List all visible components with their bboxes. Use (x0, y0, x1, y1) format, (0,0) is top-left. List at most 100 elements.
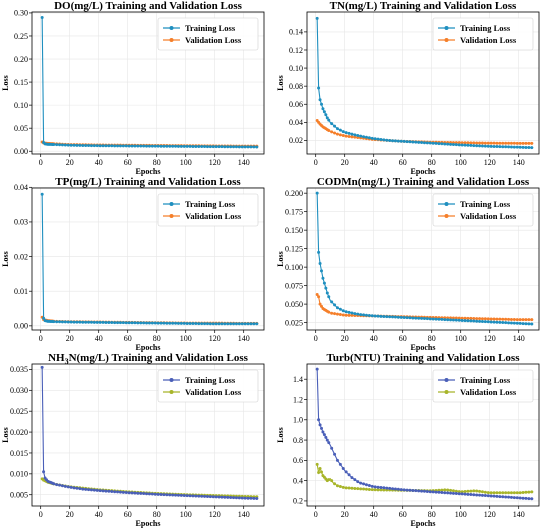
data-point (347, 486, 351, 490)
data-point (232, 322, 236, 326)
data-point (437, 490, 441, 494)
series-validation-loss (315, 462, 534, 495)
data-point (483, 144, 487, 148)
data-point (463, 319, 467, 323)
data-point (501, 141, 505, 145)
data-point (498, 491, 502, 495)
data-point (353, 135, 357, 139)
data-point (92, 488, 96, 492)
x-tick-label: 20 (341, 334, 349, 343)
data-point (341, 485, 345, 489)
y-tick-label: 0.015 (10, 449, 28, 458)
data-point (159, 492, 163, 496)
data-point (133, 144, 137, 148)
data-point (338, 485, 342, 489)
y-tick-label: 0.005 (10, 491, 28, 500)
data-point (243, 145, 247, 149)
data-point (217, 145, 221, 149)
data-point (434, 490, 438, 494)
y-tick-label: 0.4 (293, 476, 303, 485)
y-tick-label: 0.01 (14, 287, 28, 296)
data-point (515, 321, 519, 325)
data-point (388, 315, 392, 319)
data-point (124, 491, 128, 495)
data-point (425, 490, 429, 493)
data-point (72, 143, 76, 147)
legend-entry: Validation Loss (460, 211, 517, 221)
data-point (373, 314, 377, 318)
y-tick-label: 0.30 (14, 9, 28, 18)
data-point (98, 320, 102, 324)
data-point (495, 141, 499, 145)
data-point (370, 488, 374, 492)
data-point (437, 142, 441, 146)
data-point (420, 316, 424, 320)
y-tick-label: 0.010 (10, 470, 28, 479)
legend-entry: Training Loss (185, 23, 236, 33)
data-point (136, 321, 140, 325)
data-point (417, 316, 421, 320)
data-point (171, 493, 175, 497)
data-point (330, 300, 334, 304)
x-tick-label: 60 (399, 510, 407, 519)
x-tick-label: 60 (399, 334, 407, 343)
data-point (81, 143, 85, 147)
data-point (504, 495, 508, 499)
data-point (446, 142, 450, 146)
data-point (454, 492, 458, 496)
plot-frame (306, 11, 540, 155)
data-point (229, 145, 233, 149)
data-point (489, 320, 493, 324)
data-point (165, 493, 169, 497)
data-point (486, 494, 490, 498)
data-point (66, 320, 70, 324)
series-line (316, 120, 534, 144)
data-point (315, 367, 319, 371)
x-axis-label: Epochs (136, 343, 161, 352)
data-point (318, 423, 322, 427)
legend-entry: Training Loss (460, 23, 511, 33)
data-point (428, 141, 432, 145)
data-point (457, 316, 461, 320)
y-tick-label: 0.035 (10, 365, 28, 374)
data-point (492, 141, 496, 145)
data-point (101, 320, 105, 324)
data-point (335, 306, 339, 310)
data-point (243, 496, 247, 500)
data-point (315, 462, 319, 466)
data-point (431, 490, 435, 494)
data-point (504, 317, 508, 321)
y-tick-label: 0.030 (10, 386, 28, 395)
data-point (480, 317, 484, 321)
data-point (324, 286, 328, 290)
data-point (475, 317, 479, 321)
data-point (89, 488, 93, 492)
chart-panel-2: 0 20 40 60 80 100 120 140 0.02 0.04 0.06 0.08 0.10 0.… (276, 0, 540, 176)
data-point (156, 144, 160, 148)
data-point (449, 318, 453, 322)
y-tick-label: 0.175 (285, 207, 303, 216)
data-point (408, 488, 412, 492)
data-point (393, 315, 397, 319)
data-point (101, 489, 105, 493)
data-point (179, 144, 183, 148)
data-point (507, 145, 511, 149)
data-point (382, 486, 386, 490)
data-point (463, 492, 467, 496)
data-point (214, 322, 218, 326)
data-point (382, 488, 386, 492)
data-point (214, 145, 218, 149)
data-point (504, 321, 508, 325)
data-point (130, 491, 134, 495)
data-point (370, 136, 374, 140)
data-point (451, 143, 455, 146)
data-point (521, 141, 525, 145)
y-tick-label: 0.20 (14, 55, 28, 64)
data-point (176, 321, 180, 325)
legend-swatch-marker (444, 202, 449, 206)
data-point (315, 293, 319, 296)
data-point (252, 145, 256, 149)
legend-box (432, 17, 534, 51)
y-tick-label: 0.04 (289, 118, 303, 127)
